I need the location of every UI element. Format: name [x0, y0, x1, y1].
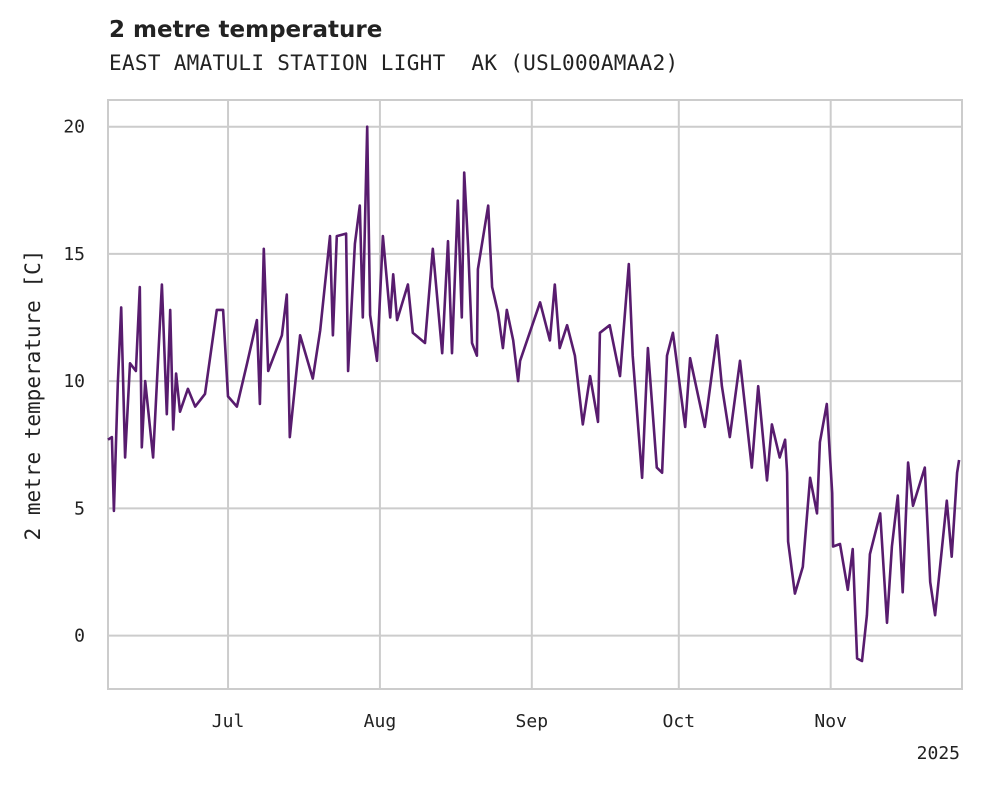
temperature-series-line: [107, 125, 961, 663]
x-offset-label: 2025: [917, 743, 960, 764]
x-tick-label: Jul: [212, 711, 245, 732]
series-layer: [107, 125, 961, 663]
chart-subtitle: EAST AMATULI STATION LIGHT AK (USL000AMA…: [109, 51, 679, 75]
tick-labels: 0 5 10 15 20 Jul Aug Sep Oct Nov: [63, 117, 847, 732]
chart-title: 2 metre temperature: [109, 17, 383, 43]
y-tick-label: 0: [74, 626, 85, 647]
y-tick-label: 20: [63, 117, 85, 138]
x-tick-label: Oct: [663, 711, 696, 732]
grid-lines: [108, 100, 962, 689]
x-tick-label: Nov: [814, 711, 847, 732]
y-tick-label: 10: [63, 371, 85, 392]
y-tick-label: 5: [74, 498, 85, 519]
x-tick-label: Aug: [364, 711, 397, 732]
y-tick-label: 15: [63, 244, 85, 265]
plot-frame: [107, 99, 963, 690]
x-tick-label: Sep: [516, 711, 549, 732]
y-axis-label: 2 metre temperature [C]: [21, 250, 45, 541]
